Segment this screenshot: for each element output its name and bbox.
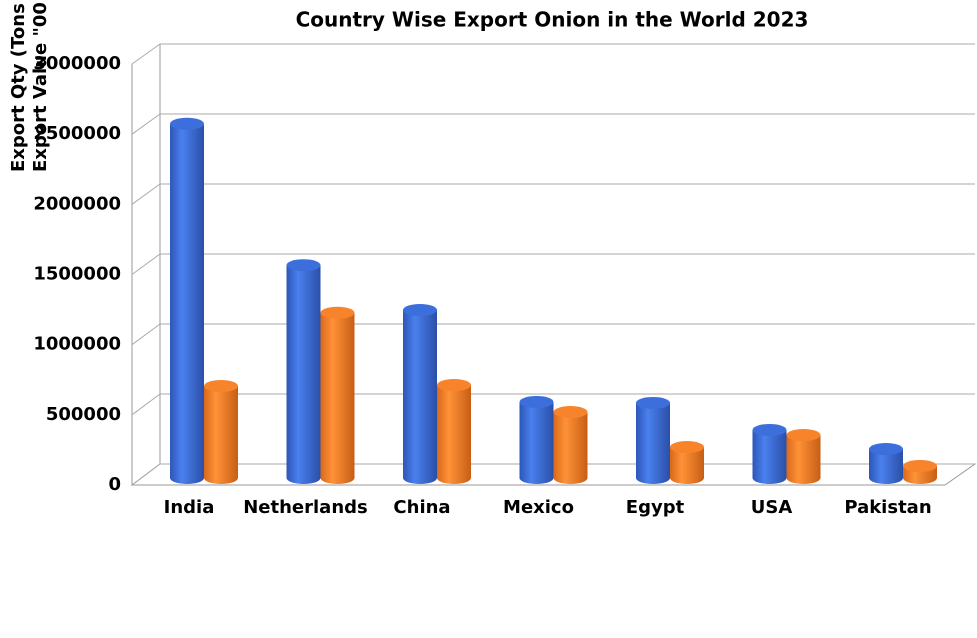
bar (636, 402, 670, 478)
bar (320, 312, 355, 478)
grid-line-side (131, 43, 161, 65)
bar-top (869, 443, 903, 456)
bar (437, 385, 471, 478)
y-tick-label: 1500000 (33, 264, 121, 285)
bar-top (519, 395, 554, 408)
x-tick-label: Egypt (626, 497, 685, 518)
x-tick-label: Netherlands (243, 497, 368, 518)
y-tick-label: 2000000 (33, 193, 121, 214)
bar-top (320, 306, 355, 319)
bar-top (204, 380, 238, 393)
bar-top (437, 379, 471, 392)
x-tick-label: Mexico (503, 497, 574, 518)
bar (519, 401, 554, 478)
grid-line-side (131, 183, 161, 205)
bar-top (403, 304, 437, 316)
bar-top (636, 396, 670, 409)
chart-title: Country Wise Export Onion in the World 2… (296, 8, 809, 32)
y2-axis-title: Export Value "00 (30, 2, 51, 172)
bar-top (553, 406, 588, 419)
bar-top (786, 429, 821, 442)
bar (403, 310, 437, 478)
bar (553, 412, 588, 478)
bar (752, 429, 787, 478)
bar-top (170, 117, 204, 130)
y-tick-label: 500000 (46, 404, 121, 425)
bar-top (752, 423, 787, 436)
x-tick-label: USA (751, 497, 793, 518)
bar (786, 435, 821, 478)
bar (204, 386, 238, 478)
x-tick-label: China (393, 497, 450, 518)
grid-line-side (131, 463, 161, 486)
grid-line-side (131, 113, 161, 135)
x-tick-label: India (164, 497, 215, 518)
grid-line-side (131, 323, 161, 346)
y-tick-label: 1000000 (33, 334, 121, 355)
y-tick-label: 3000000 (33, 53, 121, 74)
grid-line-side (131, 253, 161, 275)
x-tick-label: Pakistan (844, 497, 931, 518)
grid-line-side (131, 393, 161, 416)
bar-top (286, 259, 321, 272)
bar-top (903, 459, 937, 472)
y-tick-label: 0 (108, 474, 121, 495)
bar (286, 265, 321, 478)
y-axis-title: Export Qty (Tons (8, 3, 29, 172)
y-tick-label: 2500000 (33, 123, 121, 144)
bar-top (670, 441, 704, 454)
bar (170, 123, 204, 479)
